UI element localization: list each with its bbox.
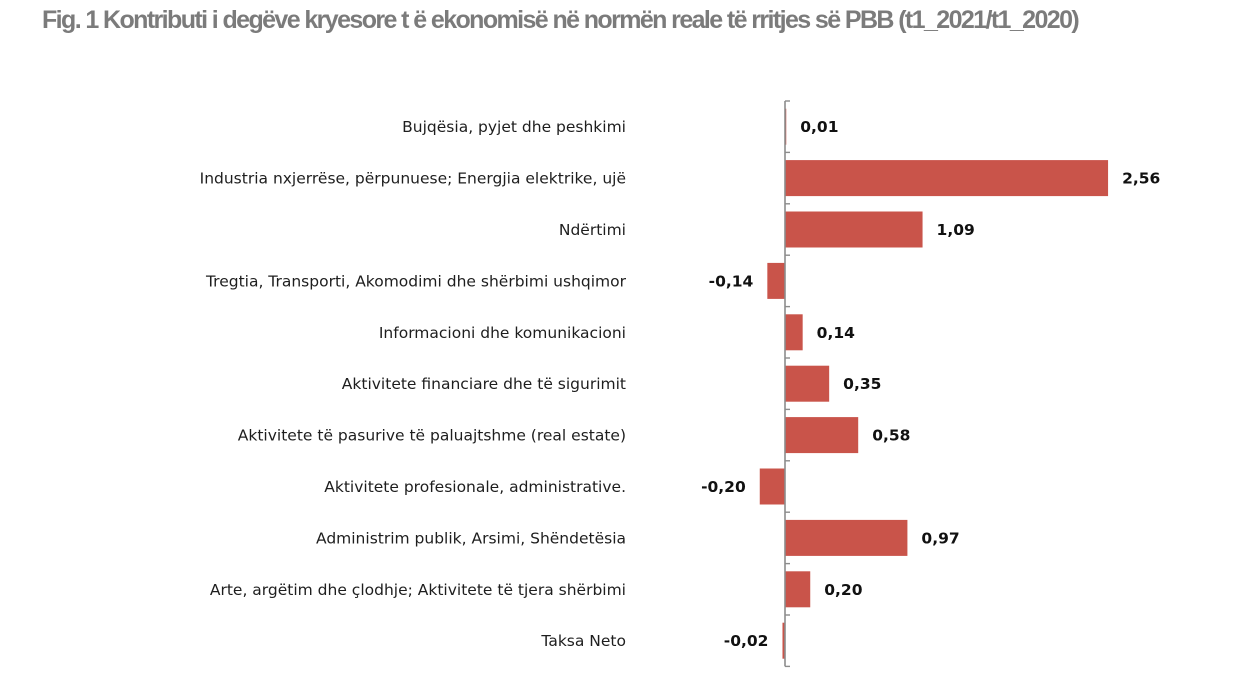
- category-label: Industria nxjerrëse, përpunuese; Energji…: [200, 170, 626, 188]
- data-label: 0,58: [872, 427, 910, 445]
- data-label: 2,56: [1122, 170, 1160, 188]
- data-label: -0,02: [724, 632, 769, 650]
- data-label: 1,09: [937, 221, 975, 239]
- data-label: -0,14: [709, 272, 754, 290]
- category-label: Aktivitete financiare dhe të sigurimit: [342, 375, 626, 393]
- category-label: Taksa Neto: [540, 632, 626, 650]
- data-label: -0,20: [701, 478, 746, 496]
- bar: [759, 468, 785, 505]
- category-label: Tregtia, Transporti, Akomodimi dhe shërb…: [205, 272, 627, 290]
- data-label: 0,14: [817, 324, 855, 342]
- bar: [785, 365, 830, 402]
- category-label: Ndërtimi: [559, 221, 626, 239]
- category-label: Arte, argëtim dhe çlodhje; Aktivitete të…: [210, 581, 626, 599]
- data-labels: 0,01 2,56 1,09 -0,14 0,14 0,35 0,58 -0,20 0,97 0,…: [701, 118, 1160, 650]
- data-label: 0,20: [824, 581, 862, 599]
- category-labels: Bujqësia, pyjet dhe peshkimi Industria nx…: [200, 118, 627, 650]
- category-axis: [784, 100, 790, 668]
- category-label: Informacioni dhe komunikacioni: [379, 324, 626, 342]
- category-label: Aktivitete profesionale, administrative.: [324, 478, 626, 496]
- category-label: Aktivitete të pasurive të paluajtshme (r…: [238, 427, 626, 445]
- bar: [785, 417, 859, 454]
- bar: [785, 314, 803, 351]
- data-label: 0,01: [800, 118, 838, 136]
- bar: [782, 622, 785, 659]
- bar: [785, 571, 811, 608]
- bar: [785, 519, 908, 556]
- bar: [767, 262, 785, 299]
- data-label: 0,97: [921, 529, 959, 547]
- data-label: 0,35: [843, 375, 881, 393]
- category-label: Bujqësia, pyjet dhe peshkimi: [402, 118, 626, 136]
- bar: [785, 211, 923, 248]
- bar: [785, 160, 1109, 197]
- category-label: Administrim publik, Arsimi, Shëndetësia: [316, 529, 626, 547]
- figure-title: Fig. 1 Kontributi i degëve kryesore t ë …: [42, 6, 1080, 34]
- bars-layer: [759, 108, 1109, 659]
